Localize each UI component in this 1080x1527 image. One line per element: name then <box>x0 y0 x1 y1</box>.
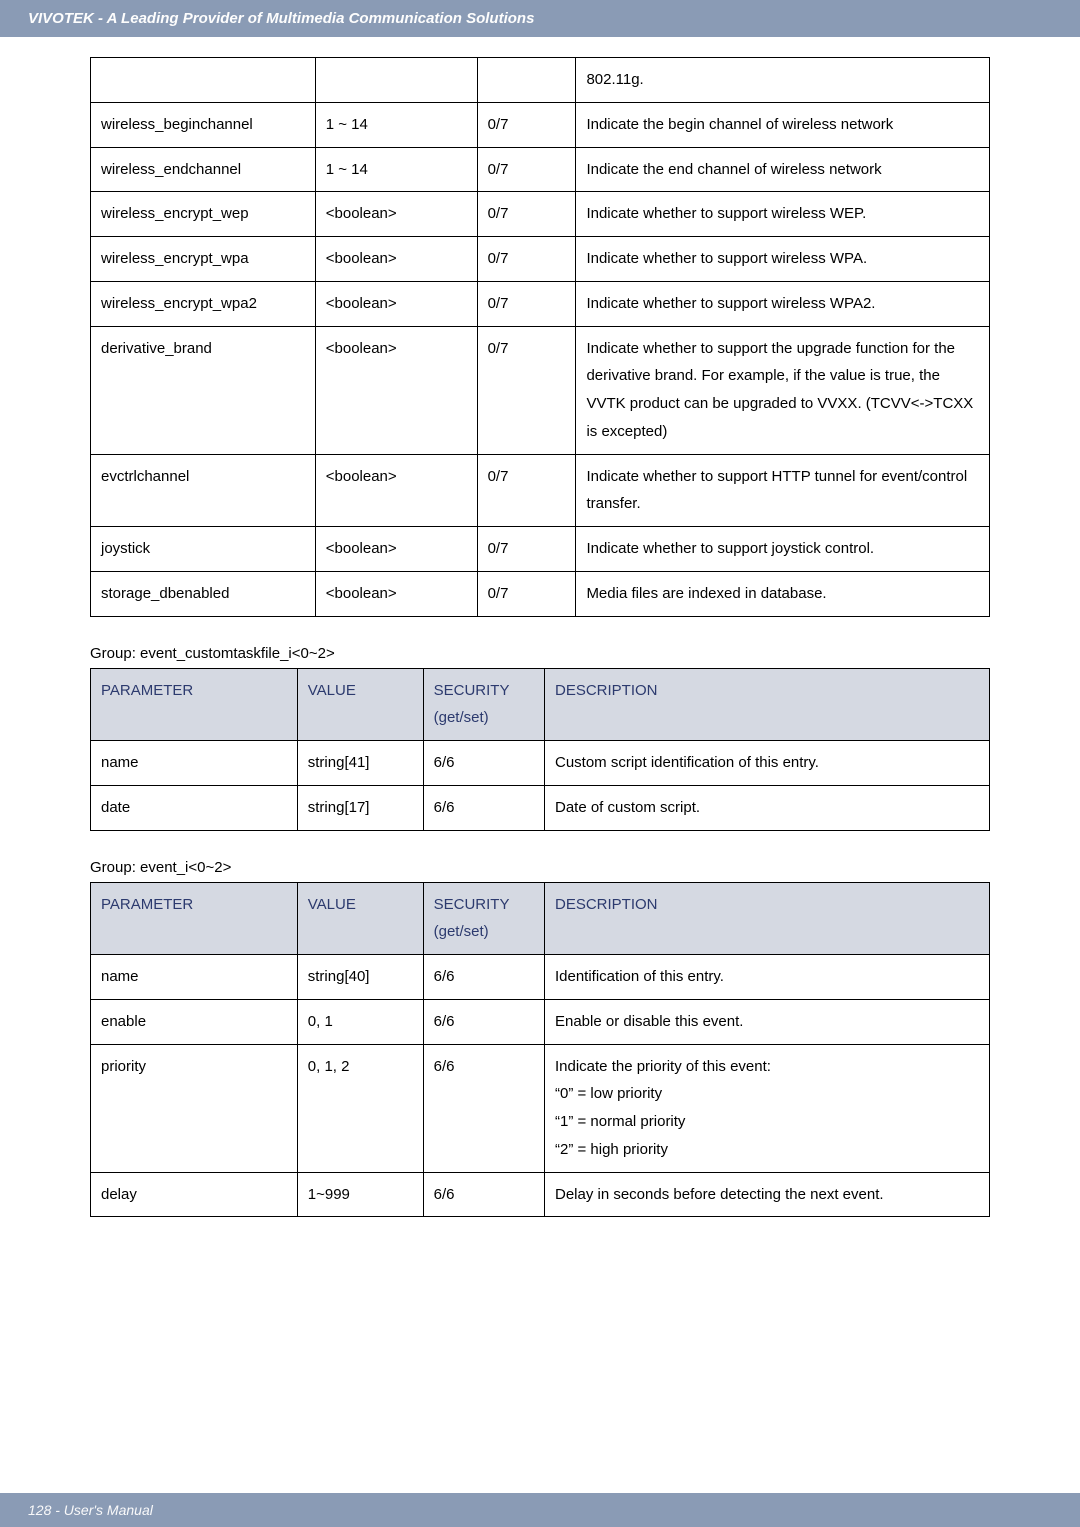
table-cell: <boolean> <box>315 237 477 282</box>
table-cell: Date of custom script. <box>544 785 989 830</box>
table-cell: storage_dbenabled <box>91 571 316 616</box>
col-security: SECURITY(get/set) <box>423 668 544 741</box>
table-cell: name <box>91 741 298 786</box>
table-cell: 6/6 <box>423 1172 544 1217</box>
table-cell: Enable or disable this event. <box>544 999 989 1044</box>
table-cell: Indicate whether to support HTTP tunnel … <box>576 454 990 527</box>
table-cell: Indicate whether to support joystick con… <box>576 527 990 572</box>
table-cell: 0/7 <box>477 571 576 616</box>
table-cell <box>477 58 576 103</box>
table-cell: 6/6 <box>423 999 544 1044</box>
col-security: SECURITY(get/set) <box>423 882 544 955</box>
capability-table: 802.11g.wireless_beginchannel1 ~ 140/7In… <box>90 57 990 617</box>
table-cell: Indicate whether to support wireless WPA… <box>576 281 990 326</box>
col-value: VALUE <box>297 882 423 955</box>
group-label-customtaskfile: Group: event_customtaskfile_i<0~2> <box>90 645 990 662</box>
table-cell: 0/7 <box>477 192 576 237</box>
table-cell: 0/7 <box>477 102 576 147</box>
table-cell: Indicate the end channel of wireless net… <box>576 147 990 192</box>
table-cell: 0/7 <box>477 527 576 572</box>
table-cell: 1~999 <box>297 1172 423 1217</box>
table-cell <box>91 58 316 103</box>
table-cell: wireless_encrypt_wep <box>91 192 316 237</box>
table-cell: wireless_encrypt_wpa2 <box>91 281 316 326</box>
table-cell: wireless_endchannel <box>91 147 316 192</box>
table-cell: wireless_beginchannel <box>91 102 316 147</box>
event-table: PARAMETER VALUE SECURITY(get/set) DESCRI… <box>90 882 990 1218</box>
col-parameter: PARAMETER <box>91 882 298 955</box>
table-cell: Custom script identification of this ent… <box>544 741 989 786</box>
table-cell: 0/7 <box>477 237 576 282</box>
table-cell: Delay in seconds before detecting the ne… <box>544 1172 989 1217</box>
table-cell: Identification of this entry. <box>544 955 989 1000</box>
table-cell: <boolean> <box>315 454 477 527</box>
table-cell: 1 ~ 14 <box>315 102 477 147</box>
table-cell: Indicate whether to support wireless WPA… <box>576 237 990 282</box>
table-cell: enable <box>91 999 298 1044</box>
table-cell: string[17] <box>297 785 423 830</box>
col-value: VALUE <box>297 668 423 741</box>
page-header: VIVOTEK - A Leading Provider of Multimed… <box>0 0 1080 37</box>
table-cell: 6/6 <box>423 741 544 786</box>
table-cell: name <box>91 955 298 1000</box>
table-cell: 802.11g. <box>576 58 990 103</box>
table-cell: <boolean> <box>315 281 477 326</box>
col-description: DESCRIPTION <box>544 668 989 741</box>
table-cell: string[40] <box>297 955 423 1000</box>
table-cell: 6/6 <box>423 785 544 830</box>
table-cell: <boolean> <box>315 571 477 616</box>
table-cell: 6/6 <box>423 1044 544 1172</box>
table-cell: date <box>91 785 298 830</box>
table-cell: 0, 1, 2 <box>297 1044 423 1172</box>
table-cell: joystick <box>91 527 316 572</box>
table-cell: evctrlchannel <box>91 454 316 527</box>
table-cell <box>315 58 477 103</box>
content-area: 802.11g.wireless_beginchannel1 ~ 140/7In… <box>0 37 1080 1217</box>
table-cell: 6/6 <box>423 955 544 1000</box>
col-parameter: PARAMETER <box>91 668 298 741</box>
table-cell: 0/7 <box>477 454 576 527</box>
table-cell: <boolean> <box>315 527 477 572</box>
group-label-event: Group: event_i<0~2> <box>90 859 990 876</box>
table-cell: Indicate whether to support the upgrade … <box>576 326 990 454</box>
table-cell: <boolean> <box>315 192 477 237</box>
table-cell: 0/7 <box>477 326 576 454</box>
col-description: DESCRIPTION <box>544 882 989 955</box>
page-footer: 128 - User's Manual <box>0 1493 1080 1527</box>
customtaskfile-table: PARAMETER VALUE SECURITY(get/set) DESCRI… <box>90 668 990 831</box>
table-cell: wireless_encrypt_wpa <box>91 237 316 282</box>
table-cell: priority <box>91 1044 298 1172</box>
table-cell: 1 ~ 14 <box>315 147 477 192</box>
table-cell: string[41] <box>297 741 423 786</box>
table-cell: Media files are indexed in database. <box>576 571 990 616</box>
table-cell: 0/7 <box>477 281 576 326</box>
table-cell: <boolean> <box>315 326 477 454</box>
table-cell: Indicate the begin channel of wireless n… <box>576 102 990 147</box>
table-cell: Indicate whether to support wireless WEP… <box>576 192 990 237</box>
table-cell: 0/7 <box>477 147 576 192</box>
table-cell: delay <box>91 1172 298 1217</box>
table-cell: 0, 1 <box>297 999 423 1044</box>
table-cell: derivative_brand <box>91 326 316 454</box>
table-cell: Indicate the priority of this event:“0” … <box>544 1044 989 1172</box>
